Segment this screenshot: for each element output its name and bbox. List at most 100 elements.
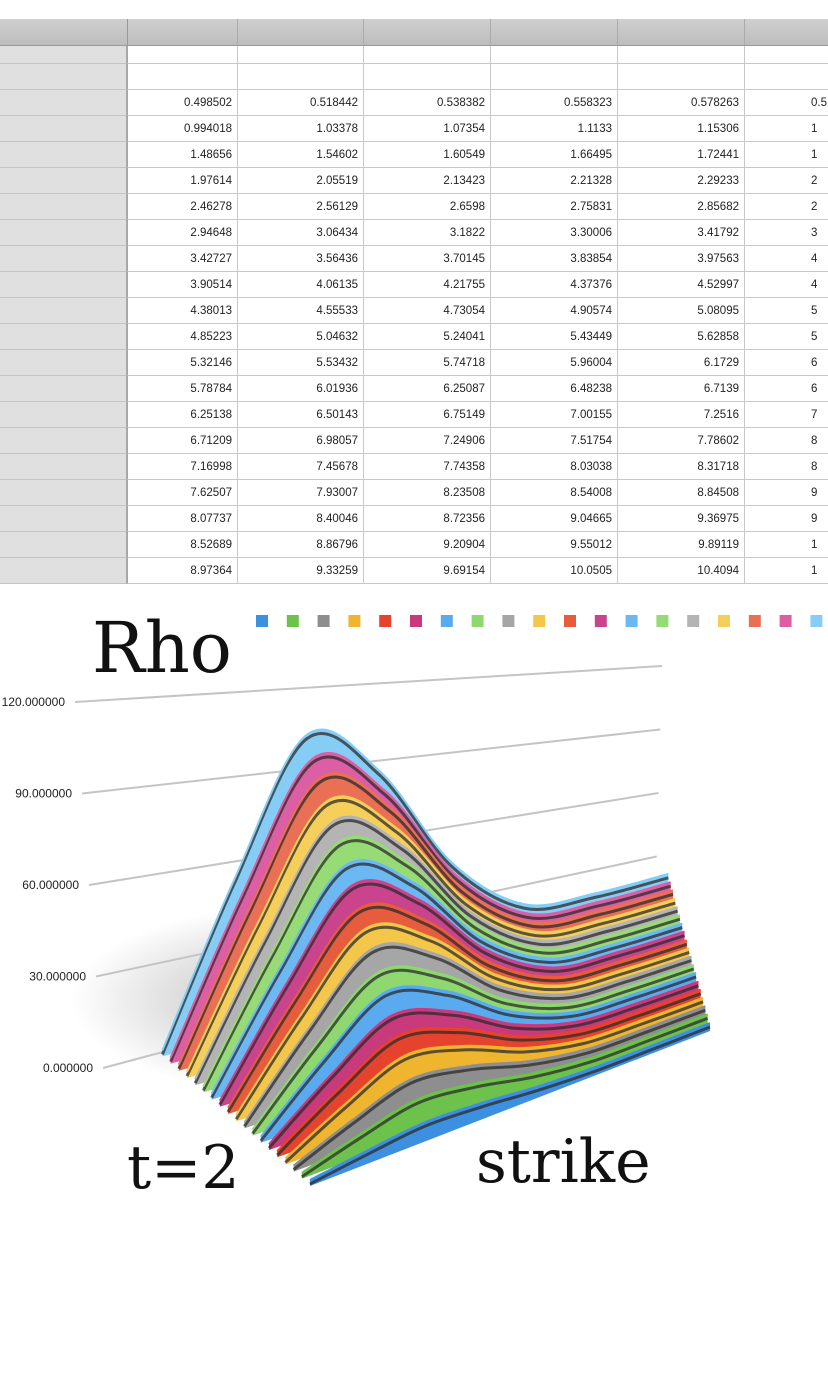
table-cell: 5.08095	[618, 298, 745, 324]
series-line	[301, 1013, 709, 1174]
table-cell: 9.04665	[491, 506, 618, 532]
table-cell: 5.96004	[491, 350, 618, 376]
ribbon-edge	[169, 755, 672, 1063]
chart-title: Rho	[92, 607, 232, 689]
ribbon-edge	[267, 984, 699, 1150]
table-cell: 0.538382	[364, 90, 491, 116]
row-header	[0, 272, 128, 298]
header-corner	[0, 19, 130, 46]
grid-line	[74, 665, 663, 703]
ribbon-edge	[218, 882, 686, 1106]
table-cell: 2.05519	[238, 168, 364, 194]
series-line	[243, 942, 692, 1123]
table-cell: 1.97614	[128, 168, 238, 194]
table-cell: 3.70145	[364, 246, 491, 272]
table-cell: 4.38013	[128, 298, 238, 324]
table-cell: 7.00155	[491, 402, 618, 428]
table-cell: 6.48238	[491, 376, 618, 402]
y-tick-label: 30.000000	[29, 970, 86, 984]
series-line	[235, 922, 690, 1116]
empty-cell	[238, 46, 364, 64]
legend-swatch	[625, 615, 638, 627]
table-cell: 4.73054	[364, 298, 491, 324]
table-cell: 8	[745, 428, 828, 454]
y-tick-label: 0.000000	[43, 1061, 93, 1075]
table-cell: 5	[745, 324, 828, 350]
row-header	[0, 116, 128, 142]
row-header	[0, 480, 128, 506]
table-cell: 8.52689	[128, 532, 238, 558]
ribbon-edge	[251, 967, 695, 1135]
row-header	[0, 194, 128, 220]
legend-swatch	[594, 615, 607, 627]
table-cell: 1.54602	[238, 142, 364, 168]
table-cell: 5.62858	[618, 324, 745, 350]
legend-swatch	[317, 615, 330, 627]
legend-swatch	[256, 615, 268, 627]
series-line	[161, 728, 669, 1051]
legend-swatch	[687, 615, 700, 627]
table-cell: 8.31718	[618, 454, 745, 480]
table-cell: 10.4094	[618, 558, 745, 584]
ribbon-edge	[309, 1025, 711, 1186]
series-line	[194, 815, 678, 1080]
table-cell: 8.54008	[491, 480, 618, 506]
table-cell: 7.74358	[364, 454, 491, 480]
series-line	[292, 1005, 706, 1167]
row-header	[0, 350, 128, 376]
legend-swatch	[718, 615, 730, 627]
grid-line	[81, 728, 661, 795]
legend-swatch	[410, 615, 422, 627]
table-cell: 3.30006	[491, 220, 618, 246]
table-cell: 6.7139	[618, 376, 745, 402]
table-cell: 3.1822	[364, 220, 491, 246]
depth-axis-label: t=2	[127, 1133, 240, 1203]
column-header	[364, 19, 491, 46]
table-cell: 0.578263	[618, 90, 745, 116]
table-cell: 0.498502	[128, 90, 238, 116]
column-header	[491, 19, 618, 46]
row-header	[0, 506, 128, 532]
ribbon-fill	[310, 1023, 710, 1186]
table-cell: 9	[745, 506, 828, 532]
ribbon-edge	[284, 1000, 704, 1164]
legend-swatch	[440, 615, 453, 627]
ribbon-edge	[243, 945, 692, 1128]
series-line	[227, 902, 688, 1109]
y-tick-label: 120.000000	[2, 695, 66, 709]
empty-cell	[128, 46, 238, 64]
legend-swatch	[502, 615, 515, 627]
table-cell: 2.13423	[364, 168, 491, 194]
series-line	[177, 772, 674, 1066]
series-line	[260, 972, 697, 1138]
legend-swatch	[286, 615, 299, 627]
table-cell: 2.75831	[491, 194, 618, 220]
table-cell: 2.94648	[128, 220, 238, 246]
legend-swatch	[533, 615, 546, 627]
table-cell: 6	[745, 376, 828, 402]
table-cell: 7.45678	[238, 454, 364, 480]
row-header	[0, 220, 128, 246]
ribbon-edge	[259, 975, 697, 1142]
legend-swatch	[348, 615, 361, 627]
table-cell: 1	[745, 142, 828, 168]
table-cell: 3.41792	[618, 220, 745, 246]
table-cell: 3.56436	[238, 246, 364, 272]
table-cell: 1.15306	[618, 116, 745, 142]
table-cell: 8.72356	[364, 506, 491, 532]
table-cell: 1.48656	[128, 142, 238, 168]
table-cell: 6	[745, 350, 828, 376]
ribbon-edge	[234, 925, 690, 1121]
series-line	[202, 835, 681, 1087]
legend-swatch	[379, 615, 392, 627]
table-cell: 7.62507	[128, 480, 238, 506]
x-axis-label: strike	[476, 1127, 651, 1197]
table-cell: 4.90574	[491, 298, 618, 324]
empty-cell	[364, 46, 491, 64]
table-cell: 3	[745, 220, 828, 246]
table-cell: 3.42727	[128, 246, 238, 272]
table-cell: 1.03378	[238, 116, 364, 142]
table-cell: 1.72441	[618, 142, 745, 168]
column-header	[618, 19, 745, 46]
